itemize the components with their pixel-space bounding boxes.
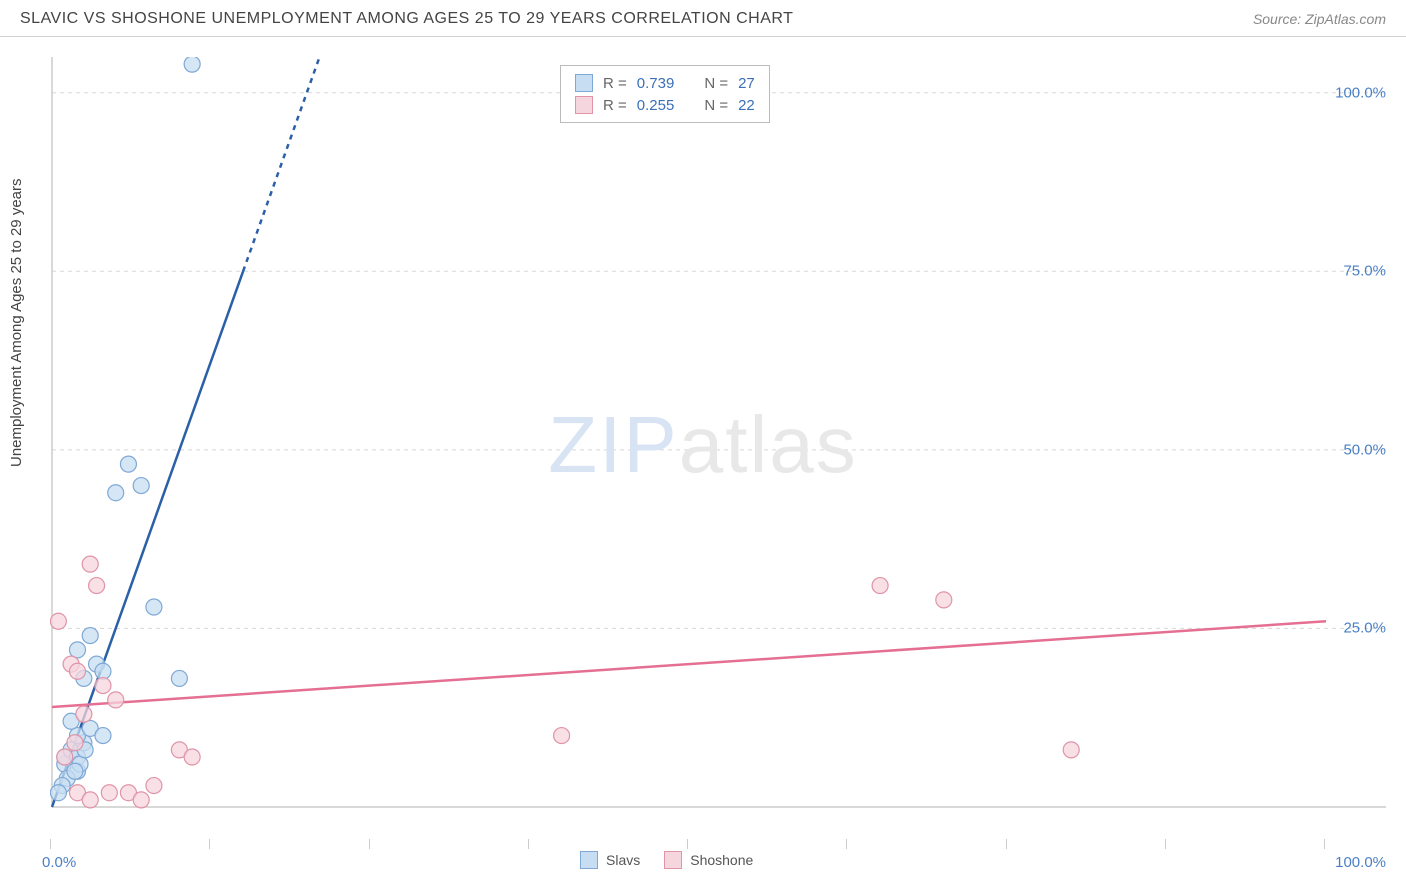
y-tick-label: 75.0% [1343, 263, 1386, 280]
n-label: N = [704, 75, 728, 92]
r-value: 0.255 [637, 97, 675, 114]
n-label: N = [704, 97, 728, 114]
x-ticks [50, 837, 1386, 849]
chart-title: SLAVIC VS SHOSHONE UNEMPLOYMENT AMONG AG… [20, 10, 793, 28]
scatter-plot [50, 57, 1386, 837]
x-tick [1006, 839, 1007, 849]
y-tick-label: 100.0% [1335, 84, 1386, 101]
chart-area: Unemployment Among Ages 25 to 29 years Z… [0, 37, 1406, 887]
x-tick [846, 839, 847, 849]
y-tick-label: 50.0% [1343, 441, 1386, 458]
x-tick-min: 0.0% [42, 854, 76, 871]
legend-swatch [575, 74, 593, 92]
chart-header: SLAVIC VS SHOSHONE UNEMPLOYMENT AMONG AG… [0, 0, 1406, 37]
x-tick [1324, 839, 1325, 849]
legend-item: Shoshone [664, 851, 753, 869]
x-tick [687, 839, 688, 849]
r-label: R = [603, 97, 627, 114]
chart-source: Source: ZipAtlas.com [1253, 11, 1386, 27]
legend-swatch [664, 851, 682, 869]
x-tick [50, 839, 51, 849]
r-value: 0.739 [637, 75, 675, 92]
y-tick-label: 25.0% [1343, 620, 1386, 637]
r-label: R = [603, 75, 627, 92]
legend-label: Slavs [606, 852, 640, 868]
x-tick-max: 100.0% [1335, 854, 1386, 871]
legend-item: Slavs [580, 851, 640, 869]
legend-swatch [575, 96, 593, 114]
legend-row: R = 0.739 N = 27 [575, 72, 755, 94]
n-value: 27 [738, 75, 755, 92]
correlation-legend: R = 0.739 N = 27 R = 0.255 N = 22 [560, 65, 770, 123]
x-tick [528, 839, 529, 849]
n-value: 22 [738, 97, 755, 114]
x-tick [369, 839, 370, 849]
y-axis-label: Unemployment Among Ages 25 to 29 years [8, 178, 25, 467]
legend-row: R = 0.255 N = 22 [575, 94, 755, 116]
legend-swatch [580, 851, 598, 869]
legend-label: Shoshone [690, 852, 753, 868]
x-tick [1165, 839, 1166, 849]
x-tick [209, 839, 210, 849]
series-legend: Slavs Shoshone [580, 851, 753, 869]
